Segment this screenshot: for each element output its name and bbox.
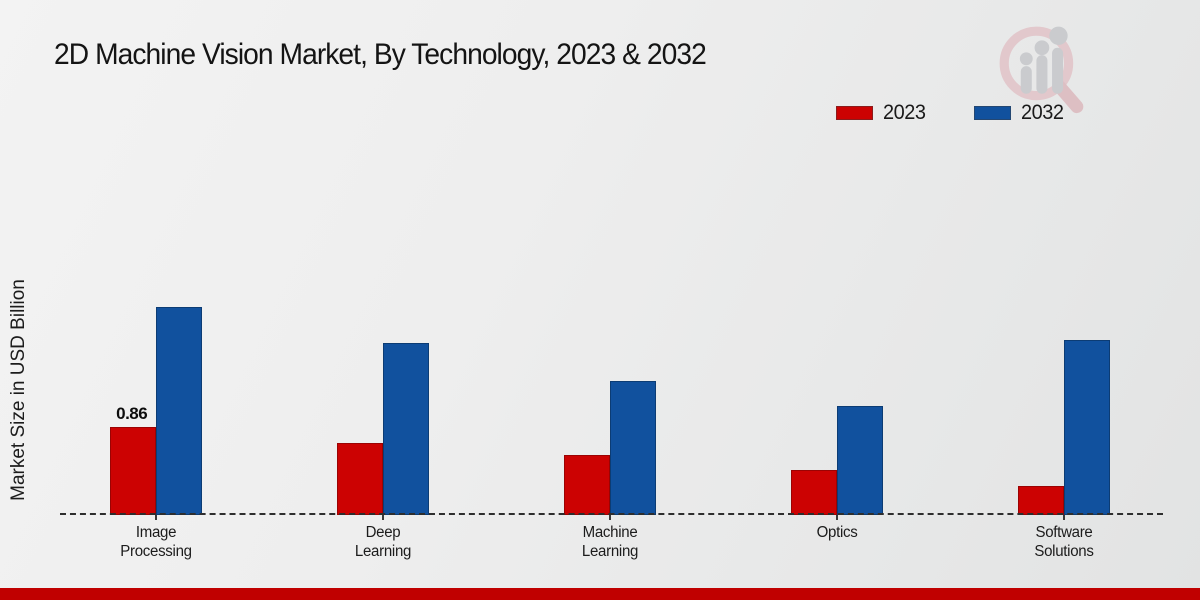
bar-2032-machine-learning (610, 381, 656, 515)
footer-accent-bar (0, 588, 1200, 600)
bar-value-label-image-processing: 0.86 (116, 404, 148, 423)
logo-bar-right (1052, 47, 1064, 94)
legend-label-2023: 2023 (883, 101, 926, 124)
logo-dot-left (1019, 52, 1033, 66)
legend-item-2023: 2023 (836, 101, 928, 125)
category-group-image-processing: 0.86 (42, 0, 269, 520)
logo-bar-left (1020, 66, 1032, 94)
axis-tick-image-processing (154, 515, 157, 520)
chart-title: 2D Machine Vision Market, By Technology,… (54, 38, 707, 71)
bar-2032-image-processing (155, 307, 202, 515)
axis-tick-optics (836, 515, 839, 520)
bar-2023-machine-learning (564, 455, 610, 515)
bar-2032-optics (837, 406, 884, 515)
legend-swatch-2023 (836, 106, 873, 120)
logo-dot-middle (1034, 40, 1050, 56)
magnifier-bar-chart-logo-icon (995, 22, 1087, 114)
category-label-software-solutions: Software Solutions (1034, 524, 1095, 560)
axis-tick-software-solutions (1063, 515, 1066, 520)
legend-label-2032: 2032 (1020, 101, 1064, 124)
axis-tick-deep-learning (381, 515, 384, 520)
bar-2023-deep-learning (336, 443, 383, 515)
category-label-optics: Optics (816, 524, 858, 541)
logo-bar-middle (1036, 55, 1048, 94)
category-label-machine-learning: Machine Learning (581, 524, 639, 560)
category-label-deep-learning: Deep Learning (354, 524, 411, 560)
category-group-software-solutions (951, 0, 1178, 520)
legend: 2023 2032 (836, 101, 1065, 125)
bar-2023-image-processing: 0.86 (109, 404, 156, 515)
legend-item-2032: 2032 (973, 101, 1066, 125)
logo-dot-right (1049, 26, 1068, 45)
category-group-machine-learning (496, 0, 723, 520)
bar-2032-deep-learning (382, 343, 429, 515)
category-group-optics (724, 0, 951, 520)
plot-area: 0.86 (42, 0, 1178, 520)
y-axis-label: Market Size in USD Billion (8, 279, 29, 501)
bar-2032-software-solutions (1064, 340, 1111, 515)
category-group-deep-learning (269, 0, 496, 520)
magnifier-ring (999, 26, 1074, 101)
legend-swatch-2032 (973, 106, 1011, 120)
bar-2023-optics (791, 470, 838, 515)
bar-2023-software-solutions (1018, 486, 1065, 515)
category-axis-labels: Image Processing Deep Learning Machine Lea… (42, 524, 1178, 562)
category-label-image-processing: Image Processing (119, 524, 192, 560)
axis-tick-machine-learning (609, 515, 611, 520)
x-axis-baseline (60, 513, 1163, 515)
